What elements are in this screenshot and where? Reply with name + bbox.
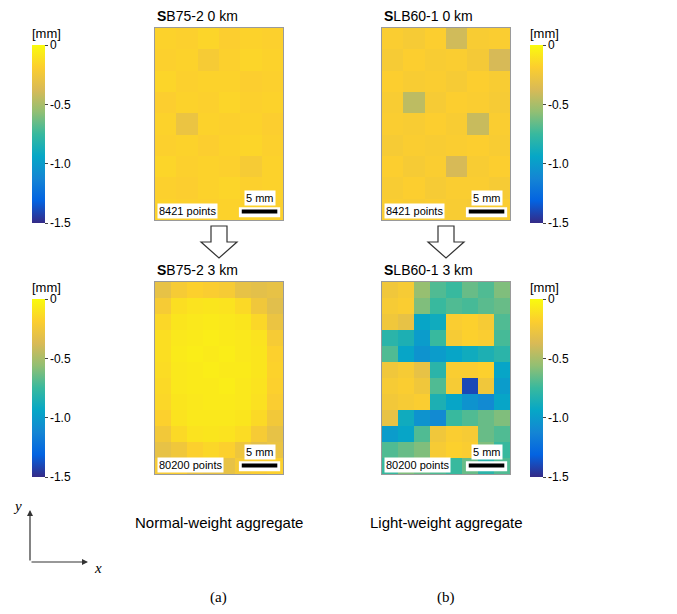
svg-text:-0.5: -0.5 — [548, 98, 569, 112]
svg-text:Normal-weight aggregate: Normal-weight aggregate — [135, 514, 303, 531]
svg-text:-1.5: -1.5 — [548, 470, 569, 484]
svg-text:80200 points: 80200 points — [159, 459, 222, 471]
svg-text:(a): (a) — [210, 589, 227, 606]
svg-text:-1.5: -1.5 — [548, 216, 569, 230]
svg-text:x: x — [94, 560, 102, 576]
svg-text:SLB60-1 3 km: SLB60-1 3 km — [384, 262, 473, 278]
svg-text:-0.5: -0.5 — [50, 98, 71, 112]
svg-text:y: y — [13, 498, 22, 514]
svg-text:0: 0 — [50, 38, 57, 52]
svg-text:5 mm: 5 mm — [246, 446, 274, 458]
svg-text:0: 0 — [50, 292, 57, 306]
svg-text:[mm]: [mm] — [32, 26, 61, 41]
svg-text:[mm]: [mm] — [530, 280, 559, 295]
svg-text:SB75-2 0 km: SB75-2 0 km — [157, 8, 238, 24]
svg-text:-1.5: -1.5 — [50, 470, 71, 484]
svg-text:SLB60-1 0 km: SLB60-1 0 km — [384, 8, 473, 24]
svg-text:-1.0: -1.0 — [50, 411, 71, 425]
svg-text:8421 points: 8421 points — [386, 205, 443, 217]
svg-text:0: 0 — [548, 292, 555, 306]
svg-text:5 mm: 5 mm — [473, 192, 501, 204]
svg-text:8421 points: 8421 points — [159, 205, 216, 217]
svg-text:-0.5: -0.5 — [50, 352, 71, 366]
svg-text:5 mm: 5 mm — [246, 192, 274, 204]
svg-text:0: 0 — [548, 38, 555, 52]
svg-text:5 mm: 5 mm — [473, 446, 501, 458]
svg-text:Light-weight aggregate: Light-weight aggregate — [370, 514, 523, 531]
svg-text:[mm]: [mm] — [530, 26, 559, 41]
svg-text:(b): (b) — [437, 589, 455, 606]
svg-text:-1.0: -1.0 — [548, 157, 569, 171]
svg-text:80200 points: 80200 points — [386, 459, 449, 471]
svg-text:SB75-2 3 km: SB75-2 3 km — [157, 262, 238, 278]
svg-text:-1.5: -1.5 — [50, 216, 71, 230]
svg-text:-1.0: -1.0 — [548, 411, 569, 425]
svg-text:-1.0: -1.0 — [50, 157, 71, 171]
svg-text:[mm]: [mm] — [32, 280, 61, 295]
svg-text:-0.5: -0.5 — [548, 352, 569, 366]
